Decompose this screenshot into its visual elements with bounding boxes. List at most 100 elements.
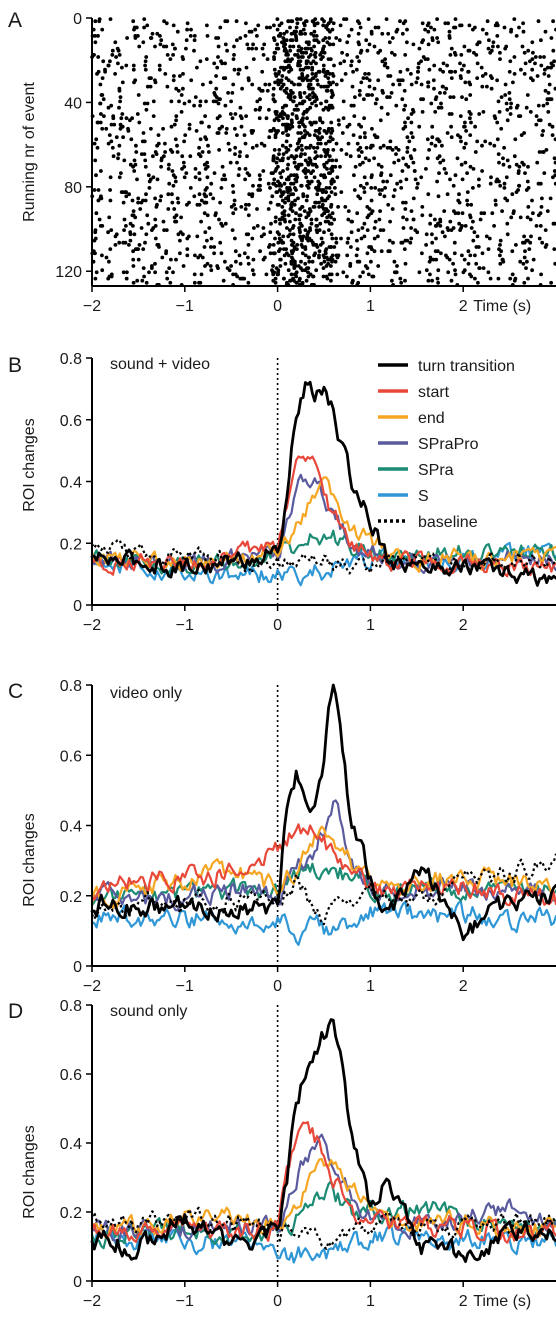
raster-dot: [405, 150, 410, 154]
raster-dot: [343, 72, 348, 76]
raster-dot: [433, 224, 438, 228]
raster-dot: [154, 152, 159, 157]
raster-dot: [460, 177, 465, 182]
raster-dot: [104, 126, 109, 131]
raster-dot: [345, 253, 350, 258]
raster-dot: [447, 257, 452, 262]
raster-dot: [139, 152, 144, 157]
raster-dot: [174, 219, 179, 224]
raster-dot: [173, 46, 177, 51]
raster-dot: [372, 44, 377, 49]
raster-dot: [120, 80, 125, 85]
panel-d-lines: [90, 1005, 556, 1281]
raster-dot: [405, 67, 410, 72]
raster-dot: [282, 247, 286, 252]
raster-dot: [438, 67, 443, 72]
raster-dot: [533, 61, 537, 66]
raster-dot: [315, 192, 320, 197]
raster-dot: [528, 110, 533, 114]
legend: turn transitionstartendSPraProSPraSbasel…: [378, 358, 515, 531]
raster-dot: [283, 219, 287, 224]
raster-dot: [375, 97, 379, 102]
legend-label: turn transition: [418, 358, 515, 375]
raster-dot: [377, 217, 382, 222]
raster-dot: [233, 112, 238, 116]
raster-dot: [357, 59, 361, 64]
raster-dot: [291, 192, 296, 197]
raster-dot: [498, 183, 503, 188]
raster-dot: [128, 232, 133, 237]
raster-dot: [462, 63, 466, 68]
raster-dot: [100, 253, 104, 258]
panel-d-chart: D ROI changes sound only −2 −1 0 1 2 Time (s)…: [8, 998, 556, 1310]
raster-dot: [480, 74, 485, 78]
raster-dot: [541, 150, 546, 154]
raster-dot: [207, 124, 211, 129]
raster-dot: [468, 253, 473, 258]
raster-dot: [239, 116, 244, 121]
raster-dot: [223, 103, 228, 108]
raster-dot: [294, 148, 299, 152]
raster-dot: [531, 50, 535, 55]
y-tick-label: 0.2: [60, 1205, 82, 1222]
raster-dot: [549, 65, 553, 70]
raster-dot: [298, 63, 302, 68]
raster-dot: [232, 44, 236, 49]
raster-dot: [531, 211, 535, 216]
raster-dot: [214, 36, 219, 40]
raster-dot: [179, 110, 184, 114]
raster-dot: [202, 211, 207, 216]
raster-dot: [405, 40, 409, 45]
raster-dot: [127, 192, 131, 197]
raster-dot: [314, 61, 318, 66]
raster-dot: [386, 202, 391, 207]
raster-dot: [235, 38, 239, 43]
raster-dot: [175, 29, 180, 34]
raster-dot: [257, 107, 262, 112]
raster-dot: [324, 131, 329, 135]
raster-dot: [392, 188, 397, 192]
raster-dot: [475, 61, 480, 66]
raster-dot: [489, 175, 493, 180]
raster-dot: [364, 76, 369, 80]
raster-dot: [338, 61, 343, 66]
raster-dot: [260, 88, 265, 93]
raster-dot: [189, 27, 193, 32]
raster-dot: [183, 133, 188, 138]
panel-d-ylabel: ROI changes: [21, 1125, 38, 1218]
raster-dot: [521, 261, 526, 266]
raster-dot: [327, 36, 332, 40]
raster-dot: [268, 186, 272, 190]
raster-dot: [417, 46, 422, 51]
raster-dot: [174, 86, 179, 91]
raster-dot: [264, 272, 269, 277]
raster-dot: [523, 249, 527, 254]
raster-dot: [330, 259, 334, 264]
raster-dot: [122, 158, 127, 163]
raster-dot: [430, 240, 435, 245]
raster-dot: [305, 194, 310, 199]
raster-dot: [405, 27, 409, 32]
raster-dot: [321, 63, 326, 68]
x-tick-label: −1: [176, 978, 194, 995]
raster-dot: [223, 61, 228, 66]
raster-dot: [198, 99, 203, 104]
raster-dot: [280, 205, 285, 209]
raster-dot: [385, 112, 390, 116]
raster-dot: [106, 63, 111, 68]
raster-dot: [338, 23, 343, 28]
raster-dot: [124, 224, 128, 228]
raster-dot: [159, 194, 164, 199]
raster-dot: [336, 205, 340, 209]
raster-dot: [145, 84, 150, 89]
raster-dot: [387, 238, 392, 243]
y-tick-label: 0.4: [60, 819, 82, 836]
raster-dot: [285, 167, 290, 171]
raster-dot: [153, 217, 158, 222]
raster-dot: [409, 120, 414, 125]
raster-dot: [328, 29, 332, 34]
raster-dot: [437, 171, 441, 176]
raster-dot: [433, 97, 438, 102]
raster-dot: [324, 190, 328, 195]
raster-dot: [277, 249, 281, 254]
